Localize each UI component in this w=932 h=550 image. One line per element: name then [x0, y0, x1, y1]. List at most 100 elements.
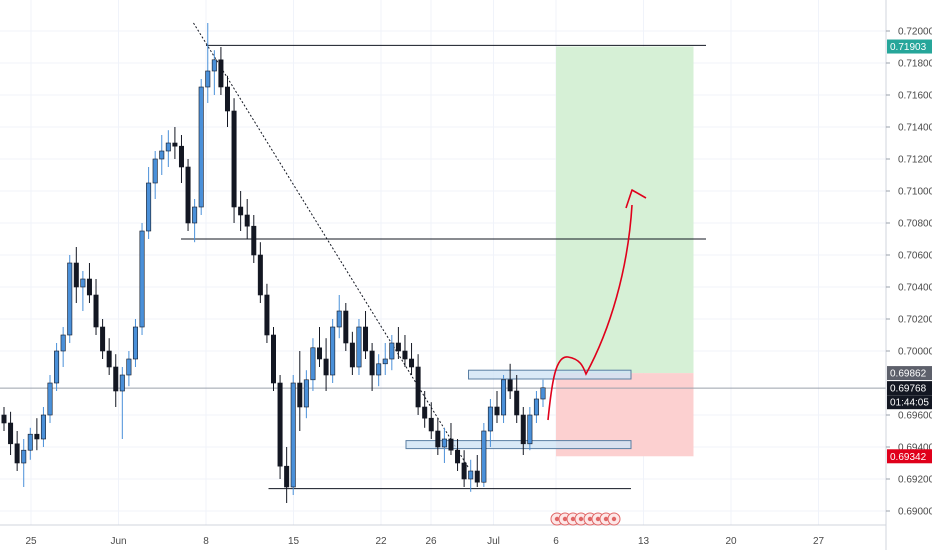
arrow-path [547, 204, 633, 421]
price-tick-label: 0.70400 [898, 283, 932, 294]
projection-arrow [547, 189, 647, 421]
candle-body [363, 326, 369, 352]
candle-body [514, 390, 520, 416]
price-tag-bg [887, 381, 932, 396]
candle-body [501, 379, 507, 416]
support-box [468, 369, 632, 380]
candle-body [113, 366, 119, 392]
price-axis[interactable]: 0.72000 0.71800 0.71600 0.71400 0.71200 0.710… [885, 0, 932, 550]
candle [330, 319, 336, 383]
candle [73, 247, 79, 303]
candle [54, 343, 60, 391]
time-tick-label: 6 [553, 536, 559, 547]
candle-body [540, 387, 546, 400]
candle-body [211, 59, 217, 72]
candle-body [139, 230, 145, 328]
price-tag: 0.71903 [887, 39, 932, 54]
candle [198, 79, 204, 215]
candle-body [80, 278, 86, 288]
event-icon-dot [562, 516, 568, 522]
candle [126, 351, 132, 387]
candle-body [40, 414, 46, 440]
chart-drawings [0, 22, 886, 490]
candle-body [264, 294, 270, 336]
candle [27, 427, 33, 460]
candle [343, 303, 349, 351]
price-tick-label: 0.72000 [898, 27, 932, 38]
candle-body [73, 262, 79, 288]
candle [205, 23, 211, 103]
candle-body [422, 406, 428, 419]
candle-body [356, 326, 362, 368]
candle-body [152, 158, 158, 184]
candle [422, 391, 428, 428]
candle [494, 391, 500, 423]
price-tag-label: 0.69768 [890, 384, 927, 395]
candle [231, 98, 237, 223]
price-tick-label: 0.70600 [898, 251, 932, 262]
candle-body [441, 438, 447, 448]
candle-body [244, 214, 250, 227]
candle-body [330, 326, 336, 376]
candle [185, 159, 191, 231]
trend-line [193, 22, 469, 469]
event-icon-dot [595, 516, 601, 522]
candle [533, 391, 539, 423]
candle [409, 343, 415, 375]
candle-body [409, 358, 415, 368]
arrow-head [625, 189, 647, 209]
candle [251, 215, 257, 263]
candle-body [317, 347, 323, 360]
candle-body [468, 470, 474, 480]
candle [178, 135, 184, 183]
time-axis[interactable]: 25 Jun 8 15 22 26 Jul 6 13 20 27 [0, 524, 886, 547]
candle-body [106, 350, 112, 368]
candle-body [251, 225, 257, 256]
candle [192, 199, 198, 243]
candle [264, 283, 270, 343]
candle-body [47, 382, 53, 416]
price-tags: 0.71903 0.69862 0.69768 01:44:05 0.69342 [887, 39, 932, 464]
candle [356, 319, 362, 375]
candle-body [119, 374, 125, 392]
candle [224, 75, 230, 127]
candle [468, 459, 474, 492]
candle-body [132, 326, 138, 360]
candle-body [474, 470, 480, 483]
candle-body [224, 86, 230, 112]
candle [270, 327, 276, 391]
price-tick-label: 0.71000 [898, 187, 932, 198]
candle-body [238, 206, 244, 216]
candle-body [343, 310, 349, 344]
candle-body [290, 382, 296, 488]
candle [211, 50, 217, 95]
candle [323, 338, 329, 391]
time-tick-label: 8 [203, 536, 209, 547]
candle [448, 423, 454, 455]
candle [310, 338, 316, 391]
candle-body [481, 430, 487, 483]
price-tag-label: 0.69862 [890, 369, 927, 380]
candle-body [165, 142, 171, 152]
candle [395, 327, 401, 359]
price-tick-label: 0.69000 [898, 507, 932, 518]
price-tick-label: 0.70200 [898, 315, 932, 326]
candle-body [198, 86, 204, 208]
candle-body [86, 278, 92, 296]
price-tag-bg [887, 366, 932, 381]
candle-body [494, 406, 500, 416]
candle-body [146, 182, 152, 232]
price-tick-label: 0.69400 [898, 443, 932, 454]
candle [100, 319, 106, 359]
candle [382, 343, 388, 375]
candle-body [461, 462, 467, 480]
candle [8, 411, 14, 455]
price-tag-bg [887, 395, 932, 410]
price-tag-label: 01:44:05 [890, 398, 929, 409]
candle-body [185, 166, 191, 224]
candle [402, 335, 408, 367]
candle-body [218, 59, 224, 88]
candle [132, 319, 138, 367]
event-markers[interactable] [550, 512, 621, 526]
